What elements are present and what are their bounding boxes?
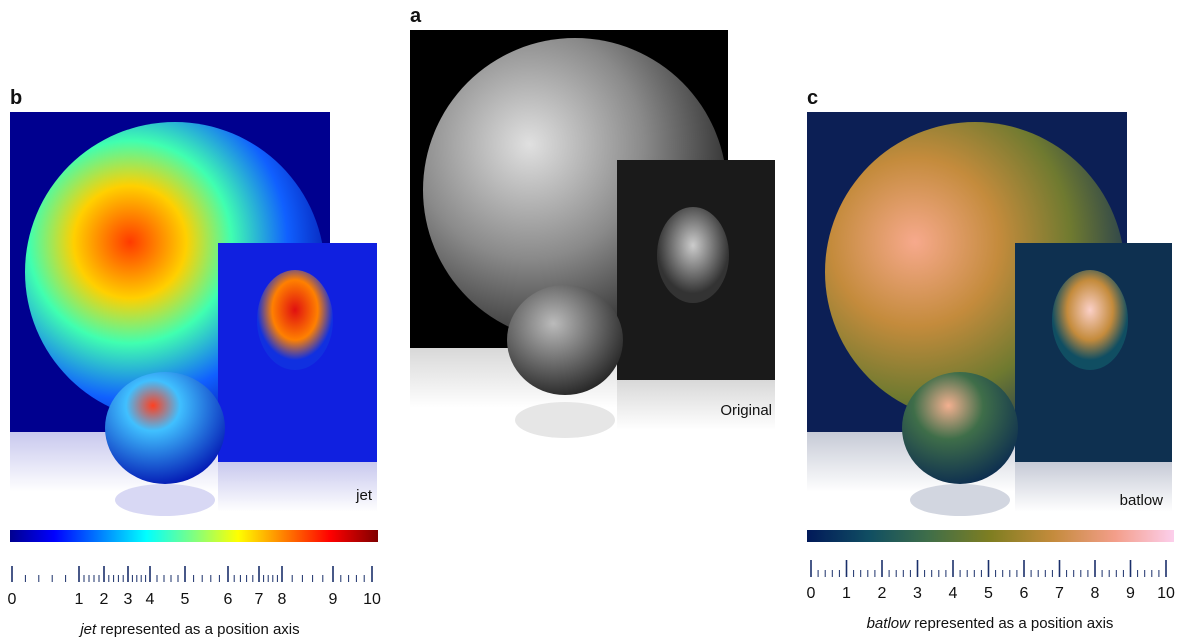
tick-label: 1 bbox=[842, 585, 851, 602]
tick-label: 7 bbox=[255, 591, 264, 608]
tick-label: 2 bbox=[878, 585, 887, 602]
reflection bbox=[218, 462, 377, 512]
face bbox=[1052, 270, 1128, 370]
tick-label: 10 bbox=[363, 591, 381, 608]
apple bbox=[902, 372, 1018, 484]
caption-term: batlow bbox=[867, 615, 912, 632]
caption-rest: represented as a position axis bbox=[96, 621, 299, 638]
panel-label: a bbox=[410, 5, 422, 27]
apple-reflection bbox=[515, 402, 615, 438]
colorbar bbox=[807, 530, 1174, 542]
tick-label: 10 bbox=[1157, 585, 1175, 602]
figure: a Original b jet jet represented as a po… bbox=[0, 0, 1183, 641]
caption: jet bbox=[355, 487, 373, 504]
tick-label: 5 bbox=[984, 585, 993, 602]
colorbar bbox=[10, 530, 378, 542]
apple bbox=[507, 285, 623, 395]
caption: Original bbox=[720, 402, 772, 419]
tick-label: 0 bbox=[8, 591, 17, 608]
tick-label: 2 bbox=[100, 591, 109, 608]
apple-reflection bbox=[115, 484, 215, 516]
tick-label: 3 bbox=[913, 585, 922, 602]
tick-label: 0 bbox=[807, 585, 816, 602]
caption-term: jet bbox=[78, 621, 97, 638]
caption-rest: represented as a position axis bbox=[910, 615, 1113, 632]
panel-b: b jet jet represented as a position axis bbox=[10, 87, 378, 638]
tick-label: 1 bbox=[75, 591, 84, 608]
panel-c: c batlow batlow represented as a positio… bbox=[807, 87, 1174, 632]
apple bbox=[105, 372, 225, 484]
face bbox=[257, 270, 333, 370]
face bbox=[657, 207, 729, 303]
tick-label: 4 bbox=[949, 585, 958, 602]
panel-label: b bbox=[10, 87, 22, 109]
tick-label: 6 bbox=[224, 591, 233, 608]
tick-label: 8 bbox=[1091, 585, 1100, 602]
tick-label: 3 bbox=[124, 591, 133, 608]
tick-label: 4 bbox=[146, 591, 155, 608]
caption: batlow bbox=[1120, 492, 1164, 509]
tick-label: 5 bbox=[181, 591, 190, 608]
axis-caption: jet represented as a position axis bbox=[78, 621, 299, 638]
panel-label: c bbox=[807, 87, 818, 109]
tick-label: 6 bbox=[1020, 585, 1029, 602]
tick-label: 9 bbox=[1126, 585, 1135, 602]
tick-label: 7 bbox=[1055, 585, 1064, 602]
tick-label: 8 bbox=[278, 591, 287, 608]
axis-caption: batlow represented as a position axis bbox=[867, 615, 1114, 632]
panel-a: a Original bbox=[410, 5, 775, 438]
tick-label: 9 bbox=[329, 591, 338, 608]
apple-reflection bbox=[910, 484, 1010, 516]
